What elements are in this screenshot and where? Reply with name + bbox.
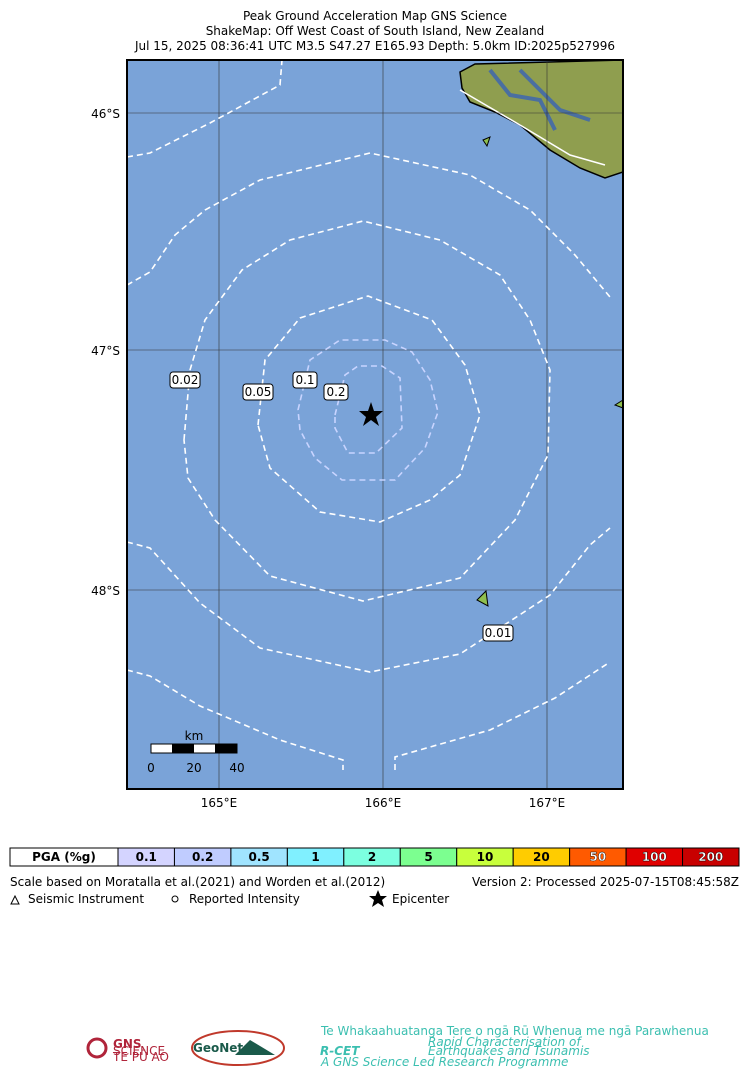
intensity-icon xyxy=(171,895,179,903)
legend: PGA (%g) 0.1 0.2 0.5 1 2 5 10 20 50 100 200 xyxy=(9,847,740,867)
geonet-ring xyxy=(191,1030,285,1066)
legend-label: 100 xyxy=(642,850,667,864)
contour-label: 0.1 xyxy=(295,373,314,387)
lon-label: 166°E xyxy=(365,796,402,810)
contour-labels: 0.02 0.05 0.1 0.2 0.01 xyxy=(169,371,514,642)
legend-symbol: Seismic Instrument xyxy=(28,892,144,906)
rcet-sub: Rapid Characterisation of xyxy=(428,1035,582,1049)
contours xyxy=(126,59,611,770)
legend-label: 10 xyxy=(477,850,494,864)
epicenter-icon xyxy=(369,890,387,907)
lat-label: 48°S xyxy=(91,584,120,598)
gns-mark xyxy=(86,1037,108,1059)
contour-label: 0.2 xyxy=(326,385,345,399)
contour-label: 0.02 xyxy=(172,373,199,387)
legend-label: 2 xyxy=(368,850,376,864)
island xyxy=(476,589,489,607)
ocean xyxy=(127,60,623,789)
epicenter xyxy=(359,402,383,426)
gns-logo: GNS xyxy=(113,1037,142,1051)
island xyxy=(482,136,491,148)
graticule xyxy=(127,60,623,789)
map-frame xyxy=(126,59,624,790)
legend-label: 0.1 xyxy=(136,850,157,864)
rcet-top: Te Whakaahuatanga Tere o ngā Rū Whenua m… xyxy=(320,1024,709,1038)
contour-label: 0.01 xyxy=(485,626,512,640)
rcet-bottom: A GNS Science Led Research Programme xyxy=(320,1055,568,1069)
title: Peak Ground Acceleration Map GNS Science xyxy=(243,9,507,23)
legend-label: 50 xyxy=(590,850,607,864)
legend-label: 1 xyxy=(311,850,319,864)
fault-line xyxy=(459,89,606,166)
geonet-mountain xyxy=(235,1040,275,1055)
legend-title: PGA (%g) xyxy=(32,850,96,864)
legend-symbol: Epicenter xyxy=(392,892,449,906)
contour-label: 0.05 xyxy=(245,385,272,399)
instrument-icon xyxy=(10,894,20,905)
rcet-sub: Earthquakes and Tsunamis xyxy=(428,1044,590,1058)
rcet-logo: R-CET xyxy=(320,1044,360,1058)
map: 0.02 0.05 0.1 0.2 0.01 km 0 20 40 46°S 4… xyxy=(91,59,624,810)
legend-symbol: Reported Intensity xyxy=(189,892,300,906)
legend-label: 0.5 xyxy=(249,850,270,864)
fiords xyxy=(488,68,591,131)
lon-label: 167°E xyxy=(529,796,566,810)
gns-maori: TE PŪ AO xyxy=(112,1050,169,1064)
legend-label: 20 xyxy=(533,850,550,864)
scale-bar: km 0 20 40 xyxy=(147,729,244,775)
legend-label: 200 xyxy=(698,850,723,864)
scale-unit: km xyxy=(185,729,204,743)
scale-note: Scale based on Moratalla et al.(2021) an… xyxy=(10,875,385,889)
scale-tick: 20 xyxy=(186,761,201,775)
lat-label: 46°S xyxy=(91,107,120,121)
lon-label: 165°E xyxy=(201,796,238,810)
scale-tick: 0 xyxy=(147,761,155,775)
legend-swatch xyxy=(682,847,740,867)
lat-label: 47°S xyxy=(91,344,120,358)
gns-sub: SCIENCE xyxy=(113,1044,165,1058)
scale-tick: 40 xyxy=(229,761,244,775)
version: Version 2: Processed 2025-07-15T08:45:58… xyxy=(472,875,739,889)
details: Jul 15, 2025 08:36:41 UTC M3.5 S47.27 E1… xyxy=(134,39,615,53)
subtitle: ShakeMap: Off West Coast of South Island… xyxy=(206,24,545,38)
geonet-logo: GeoNet xyxy=(193,1041,243,1055)
legend-label: 5 xyxy=(424,850,432,864)
logos: GNS SCIENCE TE PŪ AO GeoNet Te Whakaahua… xyxy=(86,1024,709,1069)
legend-label: 0.2 xyxy=(192,850,213,864)
